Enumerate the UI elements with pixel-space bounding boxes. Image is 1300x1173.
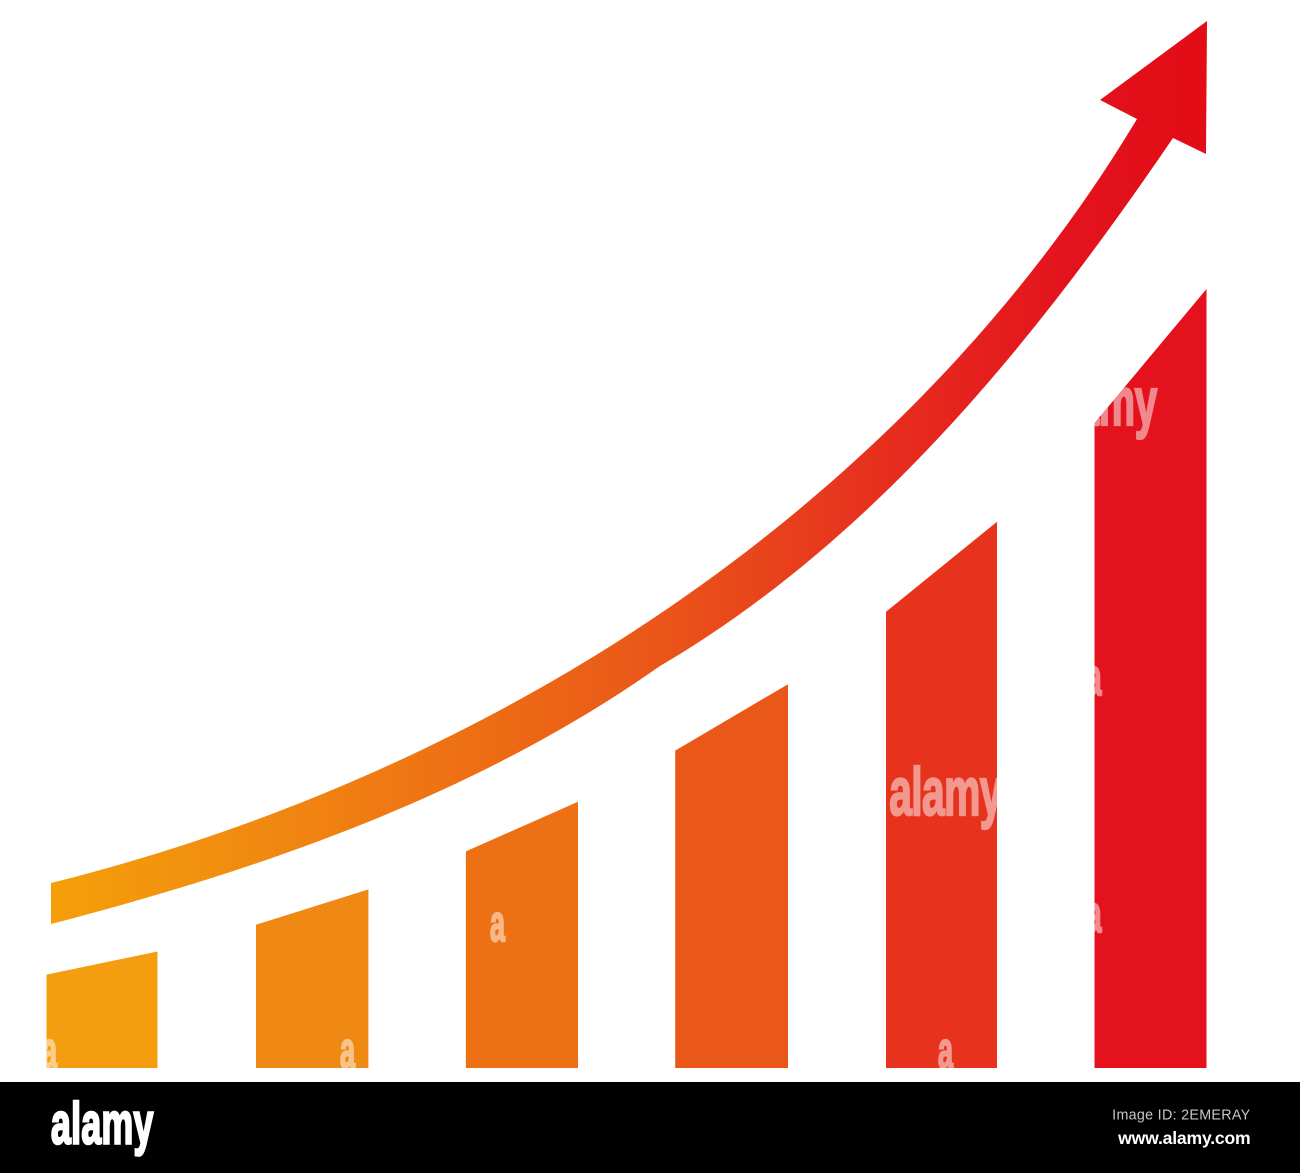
svg-text:a: a (42, 1020, 58, 1079)
svg-text:alamy: alamy (51, 1092, 154, 1157)
svg-text:a: a (938, 1020, 954, 1079)
svg-text:www.alamy.com: www.alamy.com (1117, 1128, 1250, 1148)
svg-text:a: a (490, 893, 506, 952)
svg-text:a: a (340, 1020, 356, 1079)
svg-text:Image ID: 2EMERAY: Image ID: 2EMERAY (1112, 1108, 1250, 1124)
svg-text:alamy: alamy (889, 753, 1002, 829)
